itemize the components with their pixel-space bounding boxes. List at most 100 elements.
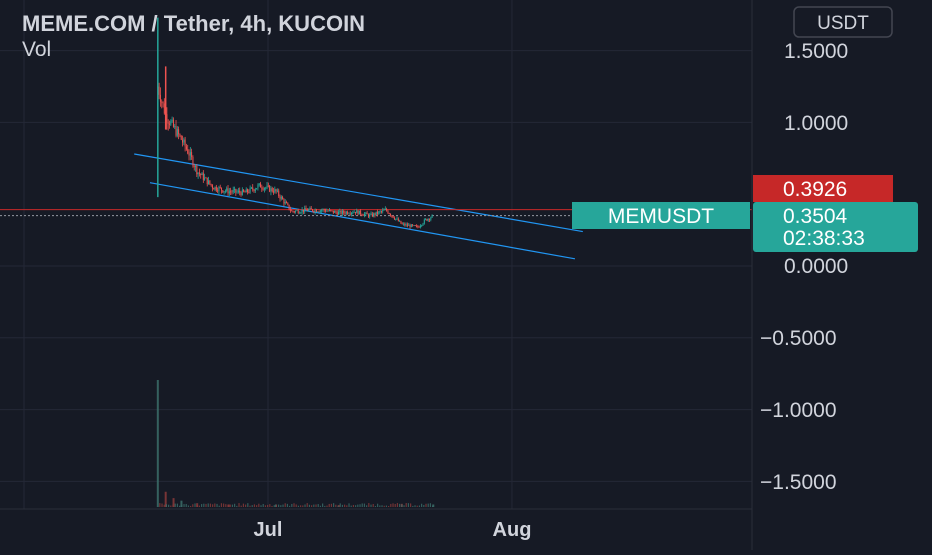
candle-body bbox=[224, 190, 226, 192]
volume-bar bbox=[304, 504, 306, 507]
candle-body bbox=[201, 173, 203, 176]
volume-bar bbox=[260, 505, 262, 507]
candle-body bbox=[297, 210, 299, 214]
chart-legend[interactable]: MEME.COM / Tether, 4h, KUCOIN Vol bbox=[22, 11, 365, 61]
candle-body bbox=[248, 191, 250, 193]
volume-bar bbox=[308, 504, 311, 507]
candle-body bbox=[301, 209, 303, 213]
candle-body bbox=[387, 210, 389, 214]
volume-bar bbox=[196, 505, 198, 507]
candle-body bbox=[416, 225, 418, 227]
candle-body bbox=[245, 189, 247, 193]
candle-body bbox=[341, 210, 343, 214]
candle-body bbox=[237, 190, 239, 192]
volume-bar bbox=[403, 505, 405, 507]
candle-body bbox=[380, 211, 382, 213]
volume-bar bbox=[223, 503, 225, 507]
price-tick: 0.0000 bbox=[784, 255, 848, 278]
candle-body bbox=[241, 189, 243, 196]
candle-body bbox=[397, 218, 399, 222]
volume-bar bbox=[414, 505, 416, 507]
time-tick-jul: Jul bbox=[254, 519, 283, 541]
volume-bar bbox=[247, 503, 249, 507]
candle-body bbox=[275, 189, 277, 192]
currency-button[interactable]: USDT bbox=[793, 6, 893, 38]
volume-bar bbox=[315, 504, 317, 507]
last-price-tag: 0.3504 02:38:33 bbox=[753, 202, 918, 252]
candle-body bbox=[323, 209, 325, 211]
time-axis[interactable]: Jul Aug bbox=[254, 519, 532, 541]
candle-body bbox=[163, 103, 165, 114]
candle-body bbox=[322, 209, 324, 211]
volume-bar bbox=[172, 498, 175, 507]
candle-body bbox=[318, 211, 320, 213]
candle-body bbox=[167, 122, 169, 124]
candle-body bbox=[243, 189, 245, 192]
candle-body bbox=[221, 187, 223, 191]
candle-body bbox=[401, 223, 403, 225]
volume-bar bbox=[432, 505, 434, 507]
volume-bar bbox=[289, 505, 291, 507]
horizontal-level-value: 0.3926 bbox=[783, 178, 847, 201]
candle-body bbox=[174, 126, 176, 128]
candle-body bbox=[418, 227, 420, 228]
candle-body bbox=[366, 212, 368, 215]
candle-body bbox=[315, 209, 317, 212]
candle-body bbox=[217, 190, 219, 192]
candle-body bbox=[295, 210, 297, 213]
candle-body bbox=[292, 210, 294, 212]
candle-body bbox=[278, 190, 280, 196]
channel-lines[interactable] bbox=[134, 153, 583, 260]
candles bbox=[157, 17, 433, 230]
candle-body bbox=[377, 211, 379, 214]
volume-bar bbox=[317, 504, 319, 507]
candle-body bbox=[302, 209, 304, 212]
volume-bar bbox=[377, 503, 379, 507]
candle-body bbox=[247, 189, 249, 192]
price-tick: 1.5000 bbox=[784, 40, 848, 63]
candle-body bbox=[373, 213, 375, 217]
volume-bar bbox=[231, 504, 234, 507]
volume-bar bbox=[418, 505, 421, 507]
volume-label: Vol bbox=[22, 38, 51, 61]
candle-body bbox=[218, 187, 220, 192]
price-axis[interactable]: 1.5000 1.0000 0.0000 −0.5000 −1.0000 −1.… bbox=[760, 40, 848, 494]
price-tick: −1.5000 bbox=[760, 471, 837, 494]
volume-bar bbox=[170, 505, 172, 507]
volume-bars bbox=[156, 380, 435, 507]
candle-body bbox=[328, 209, 330, 211]
candle-body bbox=[282, 196, 284, 200]
volume-bar bbox=[399, 503, 401, 507]
volume-bar bbox=[227, 504, 229, 507]
candle-body bbox=[396, 218, 398, 220]
candle-body bbox=[354, 211, 356, 214]
volume-bar bbox=[363, 503, 366, 507]
candle-body bbox=[364, 213, 366, 216]
candle-body bbox=[375, 211, 377, 216]
volume-bar bbox=[421, 503, 423, 507]
candle-body bbox=[170, 121, 172, 125]
candle-body bbox=[312, 209, 314, 212]
volume-bar bbox=[262, 503, 264, 507]
candle-body bbox=[215, 186, 217, 191]
candle-body bbox=[158, 86, 160, 95]
candle-body bbox=[276, 190, 278, 192]
volume-bar bbox=[405, 503, 407, 507]
candle-body bbox=[261, 187, 263, 189]
volume-bar bbox=[297, 505, 300, 507]
candle-body bbox=[421, 225, 423, 226]
candle-body bbox=[180, 135, 182, 140]
volume-bar bbox=[227, 504, 230, 507]
candle-body bbox=[391, 215, 393, 217]
channel-upper-line bbox=[134, 153, 583, 233]
volume-bar bbox=[286, 503, 289, 507]
candle-body bbox=[390, 213, 392, 216]
candle-body bbox=[287, 203, 289, 205]
candle-body bbox=[419, 225, 421, 228]
candle-body bbox=[330, 209, 332, 211]
candle-body bbox=[306, 209, 308, 211]
candle-body bbox=[413, 225, 415, 227]
candle-body bbox=[344, 212, 346, 214]
